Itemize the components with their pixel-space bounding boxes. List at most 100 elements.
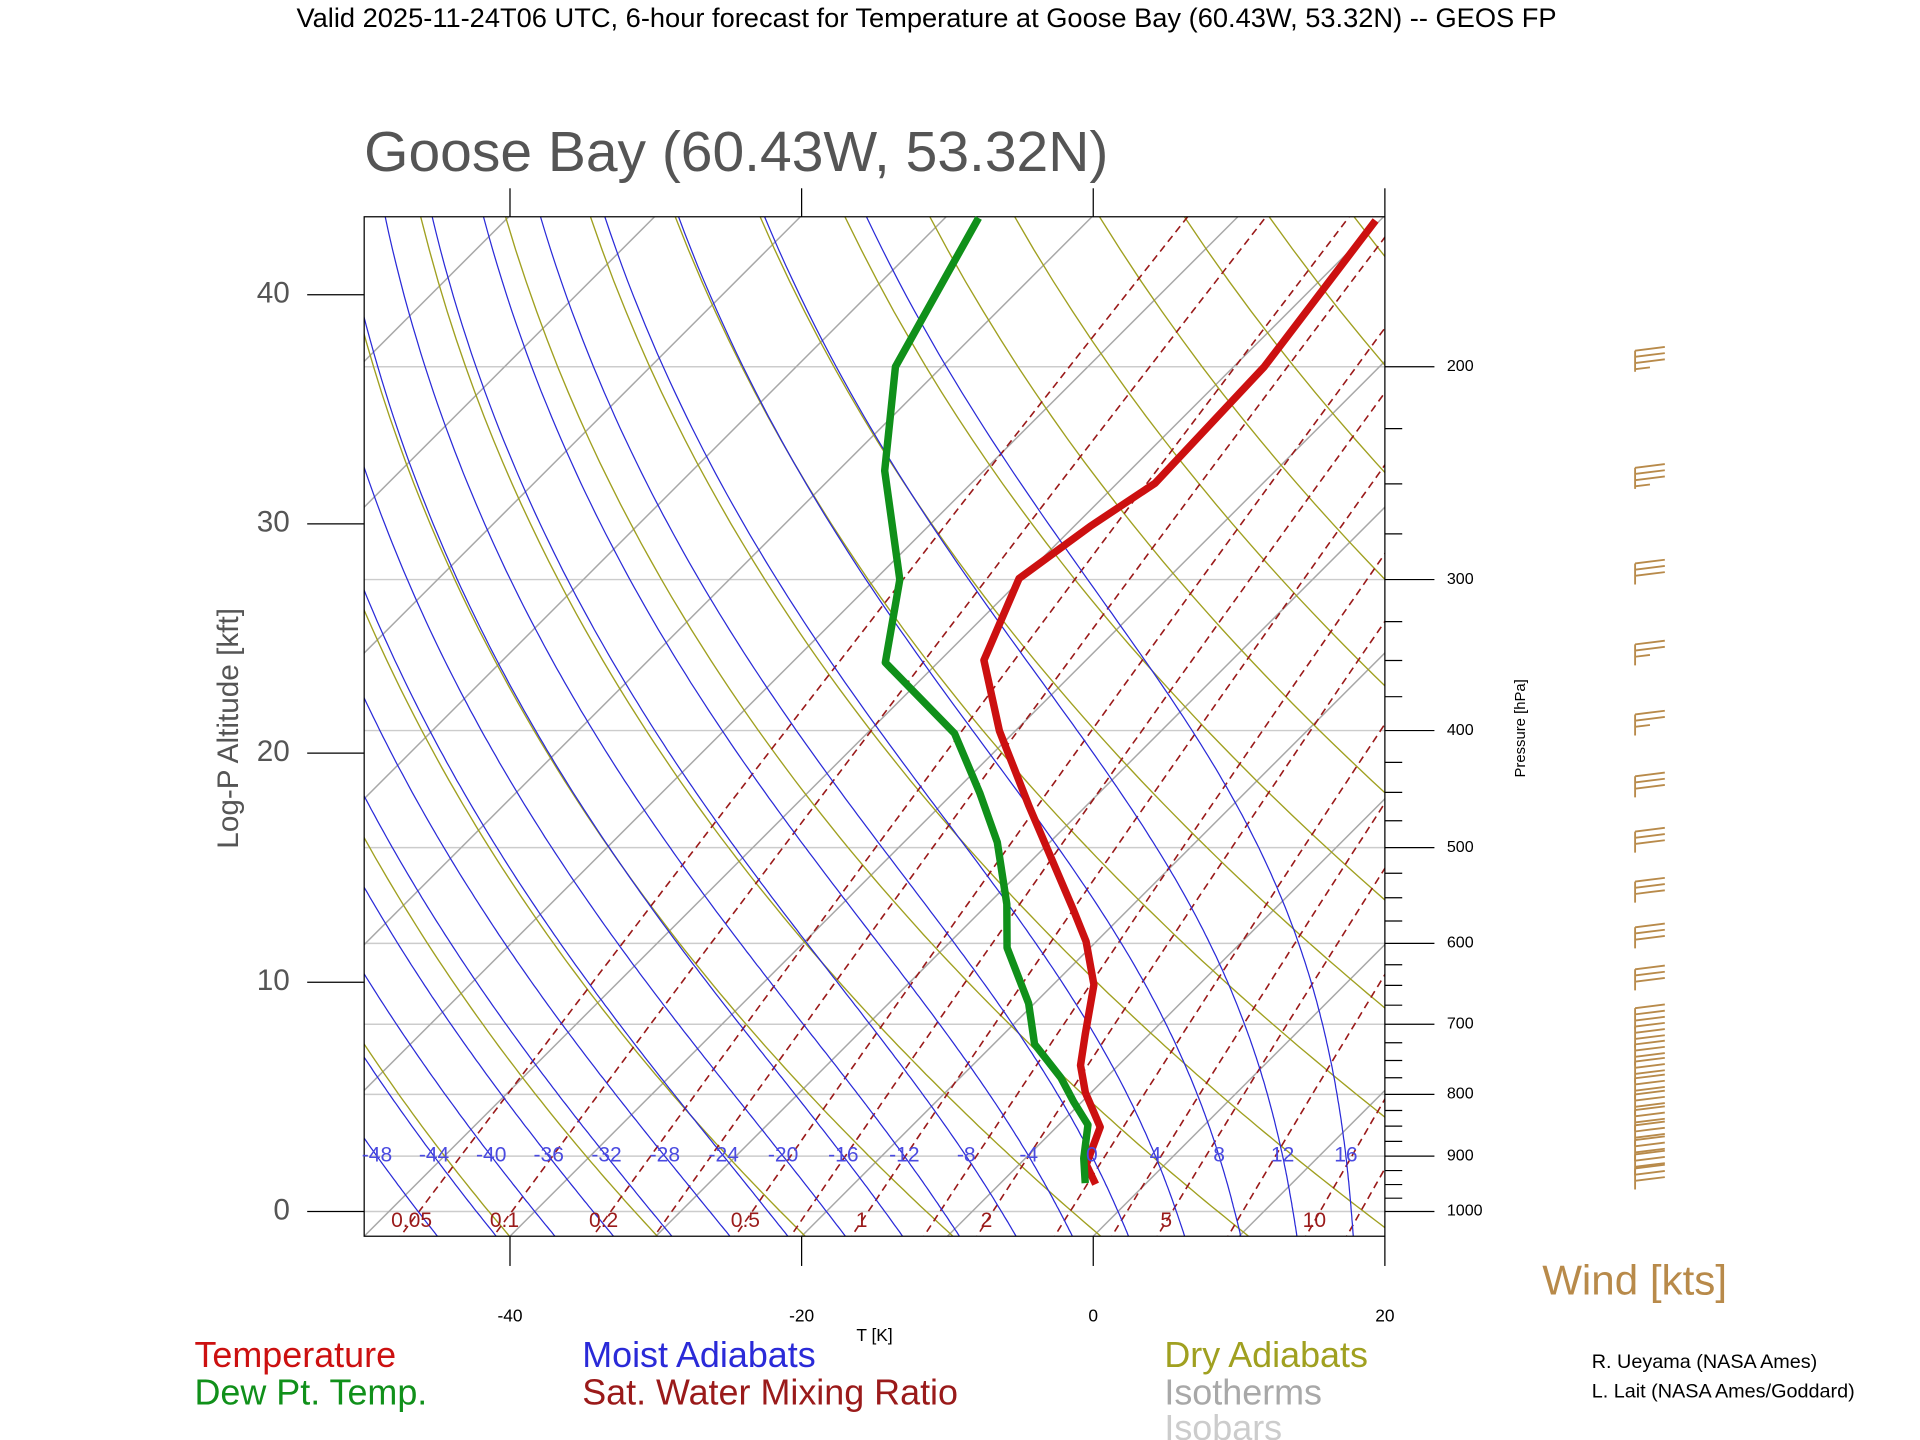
moist-adiabat bbox=[364, 886, 615, 1237]
isotherm bbox=[364, 216, 510, 363]
legend-entry: Sat. Water Mixing Ratio bbox=[582, 1371, 958, 1412]
page-title: Valid 2025-11-24T06 UTC, 6-hour forecast… bbox=[296, 2, 1556, 33]
dry-adiabat bbox=[364, 836, 659, 1237]
dry-adiabat bbox=[1410, 180, 1920, 1242]
isotherm bbox=[364, 216, 1385, 1237]
moist-adiabat-label: -32 bbox=[591, 1144, 621, 1167]
credit: L. Lait (NASA Ames/Goddard) bbox=[1592, 1381, 1855, 1403]
dry-adiabat bbox=[1183, 216, 1385, 474]
wind-barb bbox=[1634, 463, 1665, 489]
y2-tick-label: 200 bbox=[1447, 357, 1474, 375]
mixing-ratio-label: 0.1 bbox=[490, 1209, 519, 1232]
dry-adiabat bbox=[364, 331, 954, 1237]
isotherm bbox=[509, 360, 1385, 1237]
moist-adiabat-label: -40 bbox=[476, 1144, 506, 1167]
mixing-ratio-label: 2 bbox=[981, 1209, 993, 1232]
moist-adiabat bbox=[364, 1137, 439, 1237]
x-tick-label: -20 bbox=[789, 1305, 814, 1325]
dry-adiabat bbox=[929, 216, 1385, 794]
moist-adiabat bbox=[384, 216, 961, 1237]
wind-barb bbox=[1634, 1021, 1665, 1048]
wind-label: Wind [kts] bbox=[1542, 1256, 1727, 1303]
dry-adiabat bbox=[1909, 180, 1920, 1242]
mixing-ratio-line bbox=[1227, 973, 1385, 1237]
mixing-ratio-line bbox=[591, 216, 1351, 1237]
legend-entry: Temperature bbox=[194, 1334, 396, 1375]
x-tick-label: 0 bbox=[1088, 1305, 1098, 1325]
dry-adiabat bbox=[1013, 216, 1385, 687]
dry-adiabat bbox=[1493, 180, 1920, 1242]
y-tick-label: 40 bbox=[257, 277, 290, 310]
moist-adiabat bbox=[677, 216, 1242, 1237]
isotherm bbox=[0, 217, 363, 1236]
mixing-ratio-label: 5 bbox=[1160, 1209, 1172, 1232]
wind-barb bbox=[1634, 771, 1665, 798]
mixing-ratio-label: 0.5 bbox=[731, 1209, 760, 1232]
wind-barb bbox=[1634, 1163, 1665, 1190]
legend-entry: Dew Pt. Temp. bbox=[194, 1371, 427, 1412]
moist-adiabat-label: -24 bbox=[708, 1144, 739, 1167]
moist-adiabat-label: -12 bbox=[889, 1144, 919, 1167]
moist-adiabat bbox=[482, 216, 1074, 1237]
mixing-ratio-label: 0.05 bbox=[391, 1209, 432, 1232]
moist-adiabat-label: 12 bbox=[1271, 1144, 1294, 1167]
moist-adiabat-label: -20 bbox=[768, 1144, 798, 1167]
moist-adiabat bbox=[431, 216, 1017, 1237]
isotherm bbox=[364, 216, 1093, 946]
dry-adiabat bbox=[1742, 180, 1920, 1242]
moist-adiabat-label: -8 bbox=[957, 1144, 976, 1167]
dry-adiabat bbox=[844, 216, 1385, 901]
moist-adiabat bbox=[364, 972, 556, 1237]
moist-adiabat-label: -36 bbox=[534, 1144, 564, 1167]
moist-adiabat bbox=[865, 216, 1354, 1237]
moist-adiabat bbox=[364, 1056, 498, 1237]
moist-adiabat-label: -4 bbox=[1019, 1144, 1038, 1167]
mixing-ratio-line bbox=[1053, 722, 1385, 1237]
wind-barb bbox=[1634, 1149, 1665, 1176]
dry-adiabat bbox=[419, 216, 1102, 1237]
moist-adiabat-label: 0 bbox=[1086, 1144, 1098, 1167]
isotherm bbox=[364, 216, 947, 800]
isotherm bbox=[1092, 943, 1385, 1237]
isotherm bbox=[364, 216, 656, 509]
mixing-ratio-line bbox=[1462, 180, 1920, 1242]
legend-entry: Dry Adiabats bbox=[1164, 1334, 1368, 1375]
isotherm bbox=[801, 651, 1385, 1237]
plot-frame bbox=[363, 216, 1386, 1237]
y2-tick-label: 900 bbox=[1447, 1146, 1474, 1164]
dry-adiabat bbox=[1659, 180, 1920, 1242]
dry-adiabat bbox=[504, 216, 1250, 1237]
moist-adiabat bbox=[364, 315, 904, 1237]
moist-adiabat bbox=[364, 465, 847, 1237]
mixing-ratio-line bbox=[1156, 866, 1385, 1237]
mixing-ratio-line bbox=[850, 463, 1385, 1237]
isotherm bbox=[655, 506, 1385, 1237]
x-tick-label: -40 bbox=[497, 1305, 522, 1325]
wind-barb bbox=[1634, 558, 1665, 585]
isotherm bbox=[364, 216, 1239, 1092]
moist-adiabat bbox=[763, 216, 1298, 1237]
isotherm bbox=[1238, 1089, 1385, 1237]
credit: R. Ueyama (NASA Ames) bbox=[1592, 1351, 1818, 1373]
y-tick-label: 10 bbox=[257, 964, 290, 997]
moist-adiabat bbox=[539, 216, 1130, 1237]
isotherm bbox=[364, 216, 801, 655]
wind-barb bbox=[1634, 1135, 1665, 1162]
moist-adiabat-label: 4 bbox=[1150, 1144, 1162, 1167]
dry-adiabat bbox=[589, 216, 1385, 1229]
reference-lines bbox=[0, 180, 1920, 1242]
x-tick-label: 20 bbox=[1375, 1305, 1394, 1325]
mixing-ratio-line bbox=[399, 216, 1189, 1237]
mixing-ratio-line bbox=[1345, 1166, 1385, 1237]
mixing-ratio-line bbox=[492, 216, 1268, 1237]
mixing-ratio-label: 1 bbox=[856, 1209, 868, 1232]
dry-adiabat bbox=[1098, 216, 1385, 581]
profile-line bbox=[880, 216, 1092, 1184]
legend: Temperature Dew Pt. Temp. Moist Adiabats… bbox=[194, 1334, 1367, 1440]
moist-adiabat-label: 8 bbox=[1213, 1144, 1225, 1167]
wind-barb bbox=[1634, 1120, 1665, 1147]
legend-entry: Isobars bbox=[1164, 1407, 1282, 1440]
wind-barb bbox=[1634, 1105, 1665, 1132]
wind-barb bbox=[1634, 1073, 1665, 1100]
